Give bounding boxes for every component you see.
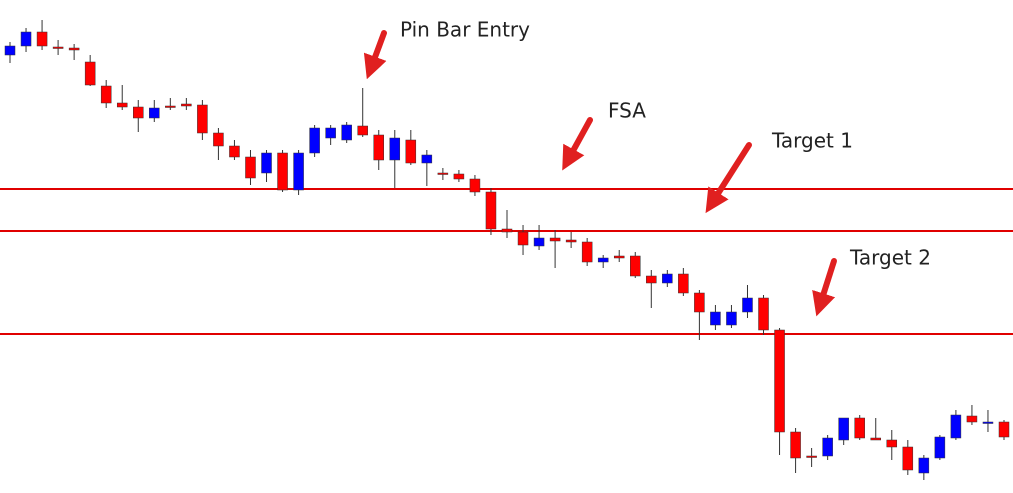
candle-body: [533, 237, 545, 247]
candle-body: [309, 127, 320, 154]
candle-body: [485, 191, 497, 230]
annotation: Target 2: [849, 246, 931, 270]
annotation: Target 1: [771, 129, 853, 153]
candle-body: [517, 231, 529, 246]
candle-body: [870, 437, 881, 441]
arrow: [705, 142, 752, 214]
candle-body: [806, 455, 817, 458]
candle-body: [68, 47, 80, 51]
candle-body: [758, 297, 769, 331]
candle-body: [581, 241, 593, 263]
candle-body: [886, 439, 898, 448]
candle-body: [277, 152, 288, 191]
candle-body: [950, 414, 962, 439]
candle-body: [694, 292, 705, 313]
candle-body: [245, 156, 256, 179]
candle-body: [197, 104, 208, 134]
candle-body: [116, 102, 128, 108]
candle-body: [710, 311, 721, 326]
candle-body: [261, 152, 272, 174]
candle-body: [966, 415, 978, 423]
annotation: Pin Bar Entry: [400, 18, 530, 42]
candle-body: [790, 431, 801, 459]
candle-body: [934, 436, 946, 459]
candle-body: [229, 145, 240, 158]
arrow: [562, 117, 593, 171]
candle-body: [293, 152, 304, 191]
candle-body: [597, 257, 609, 263]
candle-body: [549, 237, 561, 242]
candle-body: [662, 273, 673, 284]
candle-body: [100, 85, 112, 104]
arrows: [363, 30, 837, 317]
candle-body: [982, 421, 994, 424]
candle-body: [149, 107, 160, 119]
candle-body: [357, 125, 368, 136]
candle-body: [918, 457, 930, 474]
candle-body: [742, 297, 753, 313]
candle-body: [902, 446, 914, 471]
candle-body: [854, 417, 865, 439]
candle-body: [565, 239, 577, 243]
candle-body: [213, 132, 224, 147]
candle-body: [389, 137, 401, 161]
candle-body: [630, 255, 641, 277]
annotation: FSA: [608, 99, 646, 123]
candle-body: [678, 273, 689, 294]
candle-body: [52, 46, 64, 49]
arrow: [812, 258, 837, 317]
candle-body: [453, 173, 465, 180]
candle-body: [84, 61, 96, 86]
candle-body: [165, 105, 176, 108]
candle-body: [774, 329, 785, 433]
candle-body: [726, 311, 737, 326]
arrow: [363, 30, 387, 80]
candles: [4, 20, 1010, 480]
candle-body: [133, 106, 144, 119]
candle-body: [501, 228, 513, 233]
candle-body: [341, 124, 352, 141]
candle-body: [469, 178, 481, 193]
candle-body: [646, 275, 657, 284]
candle-body: [36, 31, 48, 47]
candle-body: [325, 127, 336, 139]
candle-body: [437, 172, 449, 175]
candle-body: [822, 437, 833, 457]
candle-body: [373, 134, 384, 161]
candle-body: [998, 421, 1010, 438]
candle-body: [181, 103, 192, 107]
candle-body: [4, 45, 16, 56]
candle-body: [405, 139, 417, 164]
candle-body: [20, 31, 32, 47]
candle-body: [613, 255, 625, 259]
candle-body: [838, 417, 849, 441]
candle-body: [421, 154, 433, 164]
